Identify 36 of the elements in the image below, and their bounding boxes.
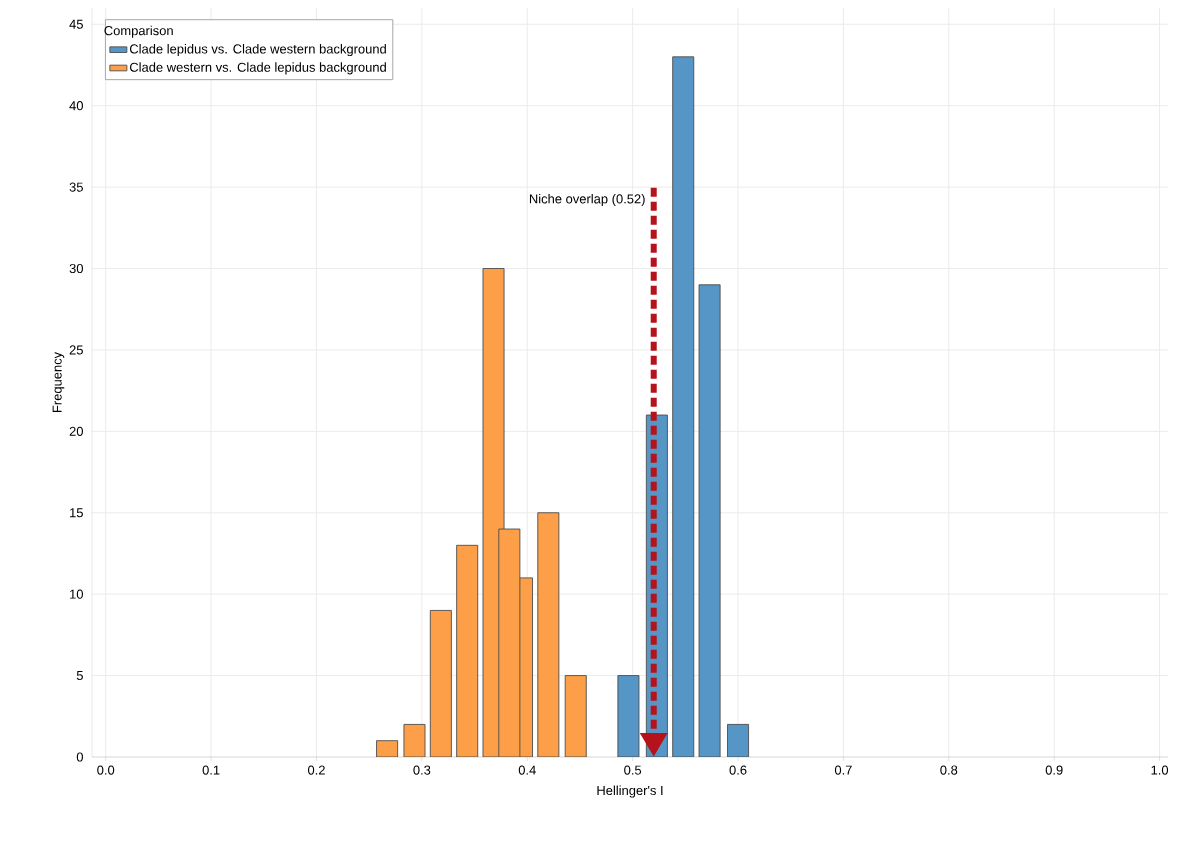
x-tick-label: 0.7 xyxy=(834,765,852,775)
y-tick-label: 15 xyxy=(70,508,83,518)
bar xyxy=(376,740,399,757)
bar xyxy=(564,675,587,757)
x-tick-label: 0.5 xyxy=(624,765,642,775)
x-tick-label: 0.4 xyxy=(518,765,536,775)
y-tick-label: 35 xyxy=(69,182,83,192)
y-tick-label: 40 xyxy=(69,101,83,111)
bar xyxy=(456,544,479,757)
x-tick-label: 0.6 xyxy=(729,765,747,775)
y-axis-title: Frequency xyxy=(52,351,65,413)
y-tick-label: 20 xyxy=(69,426,83,436)
y-tick-label: 45 xyxy=(69,19,83,29)
y-tick-label: 10 xyxy=(70,589,83,599)
x-axis-title: Hellinger's I xyxy=(597,785,663,798)
bar xyxy=(727,723,750,757)
x-tick-label: 1.0 xyxy=(1151,765,1169,775)
x-tick-label: 0.2 xyxy=(307,765,325,775)
ref-line-label: Niche overlap (0.52) xyxy=(529,193,645,207)
x-tick-label: 0.9 xyxy=(1045,765,1063,775)
legend-title: Comparison xyxy=(104,25,173,38)
legend-label: Clade lepidus vs. Clade western background xyxy=(129,44,386,57)
bar xyxy=(429,609,452,757)
y-tick-label: 30 xyxy=(69,263,83,274)
x-tick-label: 0.8 xyxy=(940,765,958,775)
y-tick-label: 5 xyxy=(76,671,83,681)
x-tick-label: 0.1 xyxy=(202,765,220,775)
x-tick-label: 0.0 xyxy=(97,765,115,775)
bar xyxy=(698,284,721,757)
bar xyxy=(537,512,560,757)
bar xyxy=(403,723,426,757)
y-tick-label: 25 xyxy=(69,345,83,355)
y-tick-label: 0 xyxy=(76,752,83,762)
x-tick-label: 0.3 xyxy=(413,765,431,775)
legend-label: Clade western vs. Clade lepidus background xyxy=(129,62,386,75)
bar xyxy=(672,56,695,757)
